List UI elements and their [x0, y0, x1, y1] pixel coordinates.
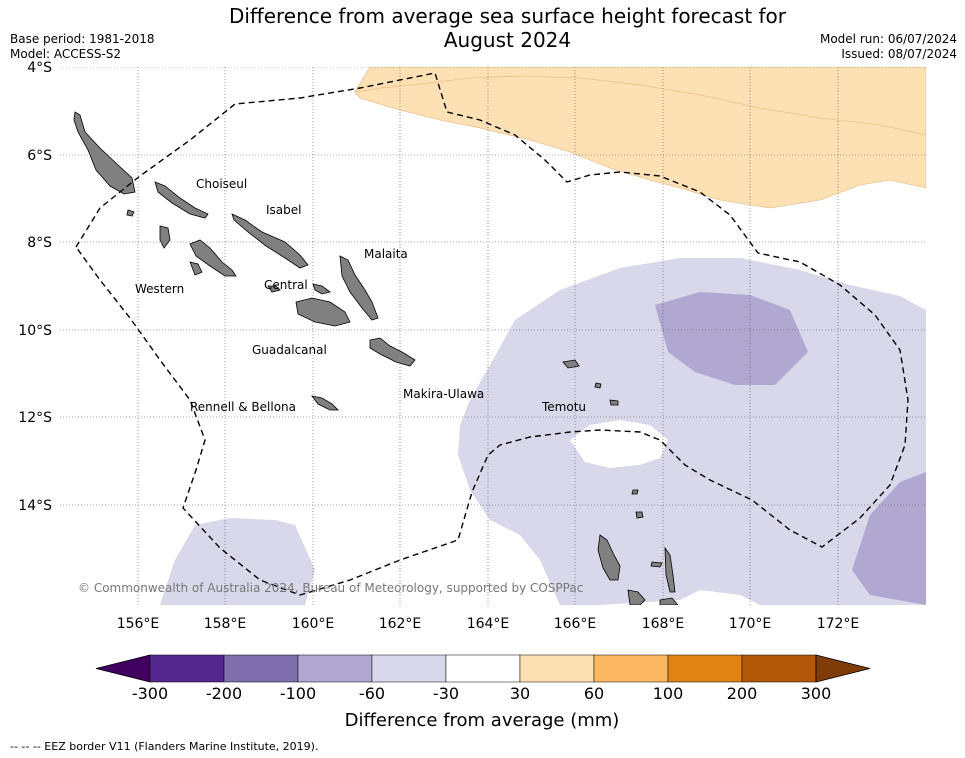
- colorbar-segment: [371, 654, 447, 683]
- lat-label-8s: 8°S: [27, 235, 52, 251]
- colorbar-tick-label: 100: [653, 684, 684, 703]
- lon-label-156: 156°E: [117, 616, 160, 632]
- lon-label-168: 168°E: [642, 616, 685, 632]
- colorbar-segment: [149, 654, 225, 683]
- gridlines: [60, 67, 926, 605]
- colorbar: -300 -200 -100 -60 -30 30 60 100 200 300: [95, 654, 871, 703]
- island-efate: [659, 597, 679, 605]
- island-rendova: [189, 261, 203, 276]
- lon-label-158: 158°E: [204, 616, 247, 632]
- colorbar-tick-label: 300: [801, 684, 832, 703]
- label-malaita: Malaita: [364, 247, 408, 261]
- island-russell: [267, 285, 281, 293]
- colorbar-segment: [297, 654, 373, 683]
- colorbar-tick-label: -100: [280, 684, 316, 703]
- label-isabel: Isabel: [266, 203, 301, 217]
- island-vella: [159, 225, 171, 249]
- lon-label-162: 162°E: [379, 616, 422, 632]
- land-masses: [73, 111, 679, 605]
- anomaly-neg100-neg60-region-southeast: [852, 472, 926, 605]
- anomaly-neg100-neg60-region-north: [655, 292, 808, 385]
- island-new-georgia: [189, 239, 237, 277]
- model-run: Model run: 06/07/2024: [819, 32, 957, 46]
- title-line-1: Difference from average sea surface heig…: [228, 4, 787, 28]
- colorbar-tick-label: -200: [206, 684, 242, 703]
- lat-label-6s: 6°S: [27, 148, 52, 164]
- colorbar-under-extension: [95, 654, 151, 683]
- island-torres: [631, 489, 639, 495]
- colorbar-tick-label: -300: [132, 684, 168, 703]
- colorbar-segment: [519, 654, 595, 683]
- label-temotu: Temotu: [541, 400, 586, 414]
- issued-date: Issued: 08/07/2024: [841, 47, 957, 61]
- meta-right: Model run: 06/07/2024 Issued: 08/07/2024: [820, 32, 957, 62]
- label-guadalcanal: Guadalcanal: [252, 343, 327, 357]
- lon-label-166: 166°E: [554, 616, 597, 632]
- lon-label-164: 164°E: [467, 616, 510, 632]
- meta-left: Base period: 1981-2018 Model: ACCESS-S2: [10, 32, 155, 62]
- colorbar-tick-label: 60: [584, 684, 604, 703]
- title-line-2: August 2024: [443, 28, 572, 52]
- lat-label-12s: 12°S: [18, 410, 52, 426]
- anomaly-neg60-neg30-region-east: [458, 258, 926, 605]
- lon-label-160: 160°E: [292, 616, 335, 632]
- colorbar-tick-label: 30: [510, 684, 530, 703]
- eez-legend-note: -- -- -- EEZ border V11 (Flanders Marine…: [10, 740, 319, 753]
- map-area: Choiseul Isabel Malaita Western Central …: [60, 67, 926, 605]
- label-choiseul: Choiseul: [196, 177, 247, 191]
- colorbar-segment: [445, 654, 521, 683]
- colorbar-segment: [223, 654, 299, 683]
- colorbar-label: Difference from average (mm): [345, 710, 620, 731]
- lon-label-172: 172°E: [817, 616, 860, 632]
- colorbar-segment: [741, 654, 817, 683]
- colorbar-tick-label: -60: [359, 684, 385, 703]
- island-espiritu-santo: [597, 534, 621, 581]
- colorbar-tick-label: -30: [433, 684, 459, 703]
- label-rennell-bellona: Rennell & Bellona: [190, 400, 296, 414]
- model-name: Model: ACCESS-S2: [10, 47, 122, 61]
- anomaly-neutral-hole: [570, 420, 668, 468]
- lat-label-10s: 10°S: [18, 323, 52, 339]
- island-guadalcanal: [295, 297, 351, 327]
- colorbar-over-extension: [815, 654, 871, 683]
- base-period: Base period: 1981-2018: [10, 32, 155, 46]
- lon-label-170: 170°E: [729, 616, 772, 632]
- copyright-notice: © Commonwealth of Australia 2024, Bureau…: [78, 581, 583, 595]
- lat-label-14s: 14°S: [18, 498, 52, 514]
- colorbar-segment: [593, 654, 669, 683]
- island-banks: [635, 511, 644, 519]
- island-makira: [369, 337, 416, 367]
- island-pentecost: [664, 546, 676, 593]
- island-isabel: [231, 213, 309, 269]
- lat-label-4s: 4°S: [27, 60, 52, 76]
- island-nggela: [312, 283, 331, 295]
- island-malakula: [627, 589, 646, 605]
- chart-title: Difference from average sea surface heig…: [200, 4, 815, 52]
- island-shortland: [126, 209, 135, 217]
- island-santa-cruz: [562, 359, 580, 369]
- island-rennell: [311, 395, 339, 411]
- colorbar-tick-label: 200: [727, 684, 758, 703]
- island-ambae: [650, 561, 663, 568]
- anomaly-30-60-region: [354, 67, 926, 209]
- anomaly-neg60-neg30-region-sw: [160, 518, 315, 605]
- island-bougainville: [73, 111, 136, 195]
- island-vanikoro: [609, 399, 619, 406]
- label-central: Central: [264, 278, 308, 292]
- island-choiseul: [154, 181, 209, 219]
- label-makira-ulawa: Makira-Ulawa: [403, 387, 484, 401]
- island-utupua: [594, 382, 602, 389]
- colorbar-segment: [667, 654, 743, 683]
- island-malaita: [339, 255, 379, 321]
- label-western: Western: [135, 282, 184, 296]
